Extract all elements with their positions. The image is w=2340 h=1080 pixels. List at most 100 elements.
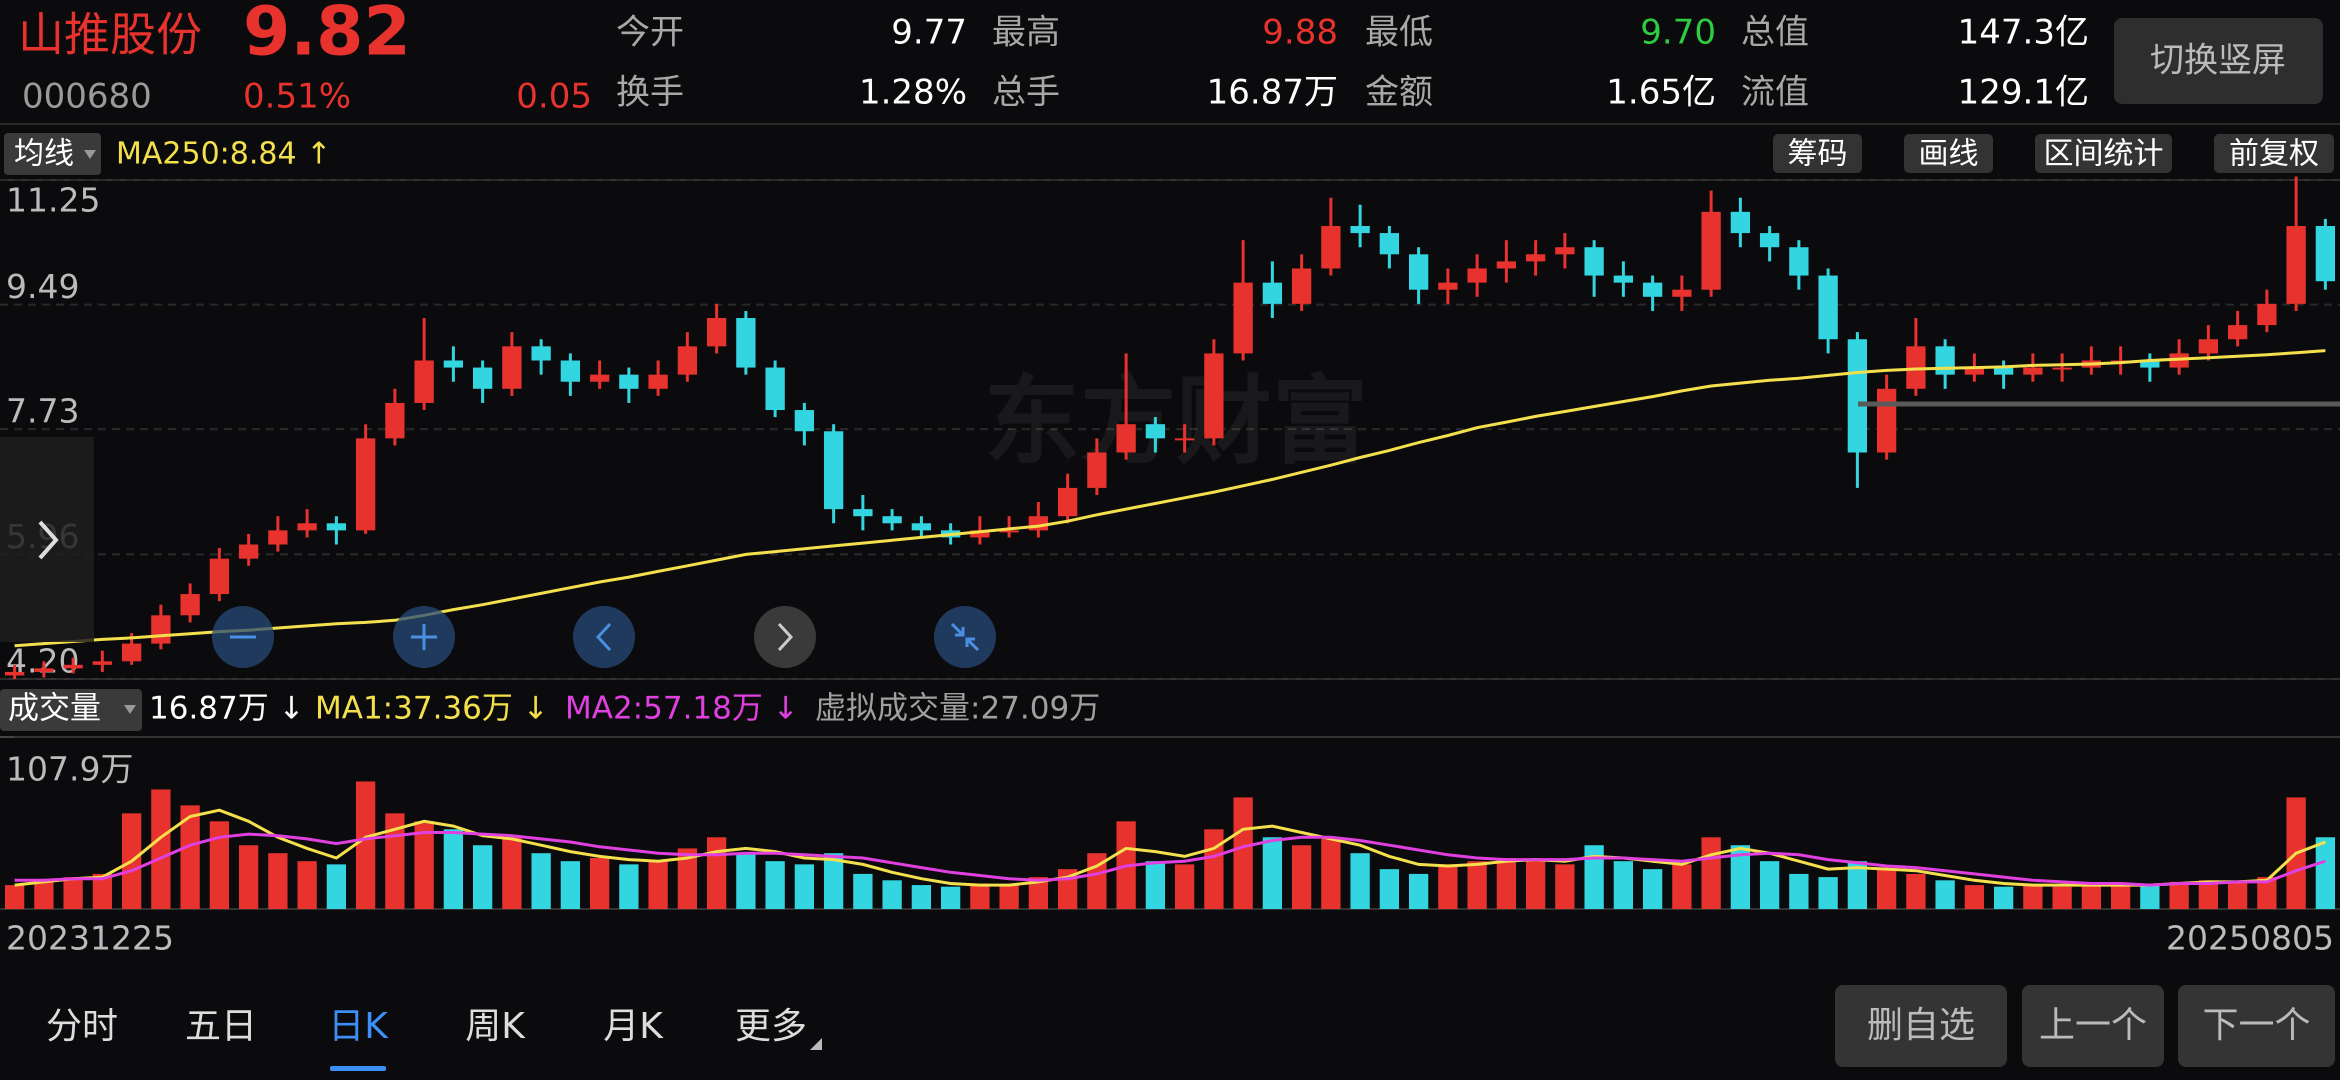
candle-body xyxy=(1613,275,1634,283)
toggle-button[interactable] xyxy=(2114,18,2323,104)
dropdown-icon xyxy=(84,150,96,159)
volume-bar xyxy=(560,861,581,909)
volume-bar xyxy=(472,845,493,909)
period-tab[interactable]: 五日 xyxy=(185,1006,257,1047)
ma-select-label[interactable]: 均线 xyxy=(14,137,74,172)
volume-ma2-label: MA2:57.18万 ↓ xyxy=(565,691,799,727)
candle-body xyxy=(414,360,434,403)
quote-label: 总值 xyxy=(1741,13,1809,53)
active-tab-indicator xyxy=(330,1066,386,1071)
candle-body xyxy=(1438,282,1458,290)
candle-body xyxy=(1321,226,1341,269)
candle-body xyxy=(2140,360,2160,368)
tool-button[interactable] xyxy=(2035,134,2172,173)
reset-button[interactable] xyxy=(934,606,996,668)
period-tab[interactable]: 周K xyxy=(465,1006,526,1047)
candle-body xyxy=(2227,325,2248,340)
volume-bar xyxy=(2023,885,2043,909)
volume-bar xyxy=(911,885,932,909)
candle-body xyxy=(63,664,83,669)
candle-body xyxy=(268,530,288,545)
volume-bar xyxy=(940,886,961,909)
candle-body xyxy=(1876,388,1897,453)
right-icon[interactable] xyxy=(777,622,794,652)
volume-bar xyxy=(1233,797,1253,909)
candle-body xyxy=(1525,254,1546,262)
tool-button-label[interactable]: 筹码 xyxy=(1788,137,1848,172)
volume-bar xyxy=(1525,861,1546,909)
action-button-label[interactable]: 下一个 xyxy=(2202,1005,2310,1046)
candle-body xyxy=(1730,211,1751,234)
volume-bar xyxy=(1935,880,1955,909)
candle-body xyxy=(1701,211,1721,290)
action-button[interactable] xyxy=(2022,985,2164,1067)
candle-body xyxy=(765,367,785,411)
candle-body xyxy=(1262,282,1283,304)
candle-body xyxy=(823,431,844,510)
compress-icon[interactable] xyxy=(950,622,980,652)
candle-body xyxy=(1759,233,1780,248)
volume-bar xyxy=(2140,885,2160,909)
candle-body xyxy=(2052,367,2072,370)
candle-body xyxy=(2286,226,2306,304)
candle-body xyxy=(648,374,668,389)
toggle-button-label[interactable]: 切换竖屏 xyxy=(2150,41,2286,81)
candle-body xyxy=(1584,247,1604,276)
ma-select[interactable] xyxy=(4,133,101,175)
action-button[interactable] xyxy=(1835,985,2007,1067)
quote-value: 1.65亿 xyxy=(1606,73,1716,113)
candle-body xyxy=(706,318,727,347)
left-icon[interactable] xyxy=(595,622,612,652)
volume-select-label[interactable]: 成交量 xyxy=(8,691,101,727)
candle-body xyxy=(999,530,1019,533)
side-panel-handle[interactable] xyxy=(0,437,94,642)
volume-bar xyxy=(151,789,171,909)
volume-bar xyxy=(1204,829,1224,909)
candle-body xyxy=(1145,424,1166,439)
period-tab[interactable]: 月K xyxy=(603,1006,664,1047)
volume-bar xyxy=(1028,877,1049,909)
volume-bar xyxy=(355,781,376,909)
tool-button[interactable] xyxy=(1773,134,1862,173)
volume-bar xyxy=(1613,861,1634,909)
volume-bar xyxy=(999,885,1019,909)
candle-body xyxy=(2315,226,2336,282)
start-date: 20231225 xyxy=(6,919,174,958)
volume-bar xyxy=(238,845,259,909)
scroll-left-button[interactable] xyxy=(573,606,635,668)
tool-button-label[interactable]: 画线 xyxy=(1919,137,1979,172)
volume-bar xyxy=(414,821,434,909)
candle-body xyxy=(121,643,142,662)
volume-bar xyxy=(1438,864,1458,909)
tool-button[interactable] xyxy=(1904,134,1993,173)
candle-body xyxy=(589,374,610,382)
plus-icon[interactable] xyxy=(411,624,437,650)
volume-bar xyxy=(823,853,844,909)
candle-body xyxy=(911,523,932,531)
virtual-volume: 虚拟成交量:27.09万 xyxy=(815,691,1100,727)
candle-body xyxy=(2257,303,2277,326)
volume-bar xyxy=(1555,864,1575,909)
tool-button-label[interactable]: 前复权 xyxy=(2229,137,2319,172)
candle-body xyxy=(502,346,522,389)
candle-body xyxy=(1057,487,1078,517)
period-tab[interactable]: 日K xyxy=(328,1006,389,1047)
volume-bar xyxy=(1496,857,1517,909)
action-button-label[interactable]: 上一个 xyxy=(2039,1005,2147,1046)
scroll-right-button[interactable] xyxy=(754,606,816,668)
candle-body xyxy=(736,318,756,368)
quote-value: 9.70 xyxy=(1640,13,1716,53)
action-button[interactable] xyxy=(2178,985,2335,1067)
tool-button-label[interactable]: 区间统计 xyxy=(2044,137,2164,172)
candle-body xyxy=(238,544,259,559)
volume-tick-label: 107.9万 xyxy=(6,750,133,789)
chevron-icon[interactable] xyxy=(38,520,59,560)
period-tab[interactable]: 更多 xyxy=(735,1006,807,1047)
volume-select[interactable] xyxy=(0,689,142,731)
tool-button[interactable] xyxy=(2214,134,2334,173)
candle-body xyxy=(326,523,347,531)
period-tab[interactable]: 分时 xyxy=(46,1006,118,1047)
quote-value: 129.1亿 xyxy=(1958,73,2089,113)
action-button-label[interactable]: 删自选 xyxy=(1867,1005,1975,1046)
